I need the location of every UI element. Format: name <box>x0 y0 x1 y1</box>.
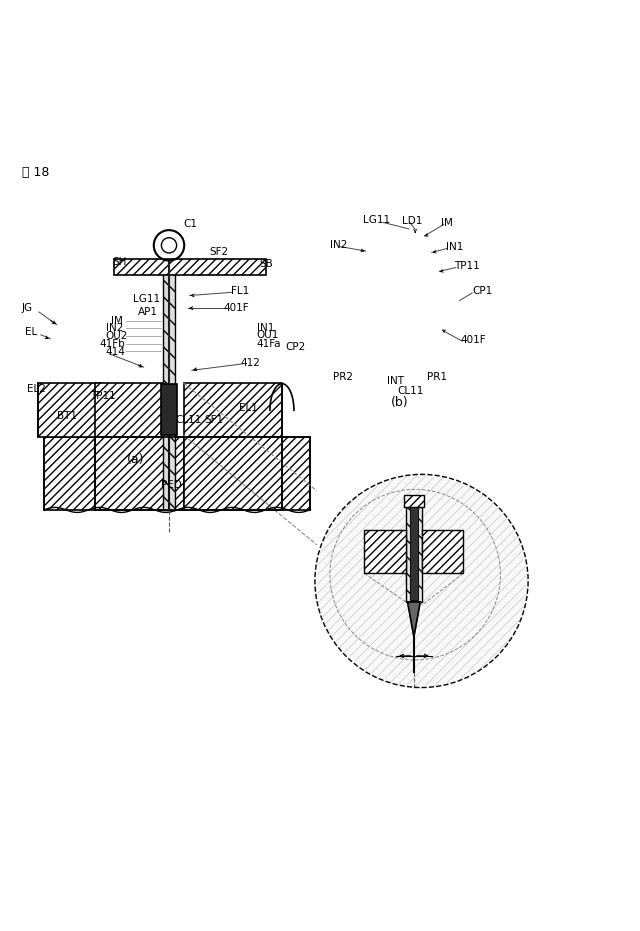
Bar <box>161 385 177 435</box>
Text: SB: SB <box>260 259 273 269</box>
Bar <box>95 437 282 510</box>
Text: IN2: IN2 <box>106 323 123 333</box>
Text: EL2: EL2 <box>27 385 46 395</box>
Text: IN1: IN1 <box>257 323 274 332</box>
Bar <box>404 495 424 506</box>
Text: SH: SH <box>112 258 126 267</box>
Bar <box>184 383 282 437</box>
Text: TP11: TP11 <box>90 391 116 400</box>
Text: (a): (a) <box>127 452 145 466</box>
Text: IN1: IN1 <box>445 242 463 251</box>
Text: IN2: IN2 <box>330 239 347 250</box>
Text: FL1: FL1 <box>231 286 250 296</box>
Text: SF2: SF2 <box>209 248 228 257</box>
Polygon shape <box>408 602 420 637</box>
Text: PED: PED <box>161 479 182 490</box>
Text: 401F: 401F <box>461 335 486 344</box>
Bar <box>44 437 310 510</box>
Bar <box>95 437 184 510</box>
Bar <box>410 506 418 600</box>
Text: CL11: CL11 <box>397 385 424 396</box>
Text: EL1: EL1 <box>239 403 259 413</box>
Text: CP1: CP1 <box>472 286 493 296</box>
Text: LD1: LD1 <box>403 216 423 225</box>
Text: C1: C1 <box>184 220 198 229</box>
Bar <box>38 383 101 437</box>
Bar <box>406 506 422 602</box>
Text: 414: 414 <box>106 347 125 357</box>
Text: TP11: TP11 <box>454 261 480 271</box>
Bar <box>95 383 168 437</box>
Text: 41Fa: 41Fa <box>257 339 281 349</box>
Text: CL11: CL11 <box>175 415 202 425</box>
Text: OU2: OU2 <box>106 331 128 341</box>
Text: 412: 412 <box>241 358 260 368</box>
Text: PR2: PR2 <box>333 371 353 382</box>
Text: IM: IM <box>440 218 452 228</box>
Text: CP2: CP2 <box>285 343 305 353</box>
Text: (b): (b) <box>391 396 409 409</box>
Text: 図 18: 図 18 <box>22 166 49 179</box>
Text: JG: JG <box>22 304 33 313</box>
Text: INT: INT <box>387 376 404 386</box>
Text: BT1: BT1 <box>57 411 77 421</box>
Text: SF1: SF1 <box>205 415 223 425</box>
Polygon shape <box>315 475 528 688</box>
Bar <box>422 531 463 573</box>
Text: 41Fb: 41Fb <box>99 339 125 349</box>
Text: LG11: LG11 <box>363 215 390 225</box>
Text: AP1: AP1 <box>138 307 158 317</box>
Text: IM: IM <box>111 316 122 326</box>
Bar <box>364 531 406 573</box>
Text: EL: EL <box>25 328 37 337</box>
Text: PR1: PR1 <box>427 371 447 382</box>
Text: OU1: OU1 <box>257 331 279 341</box>
Bar <box>163 263 175 510</box>
Bar <box>184 437 282 510</box>
Text: 401F: 401F <box>223 304 249 313</box>
Text: LG11: LG11 <box>133 293 160 304</box>
Bar <box>114 260 266 276</box>
